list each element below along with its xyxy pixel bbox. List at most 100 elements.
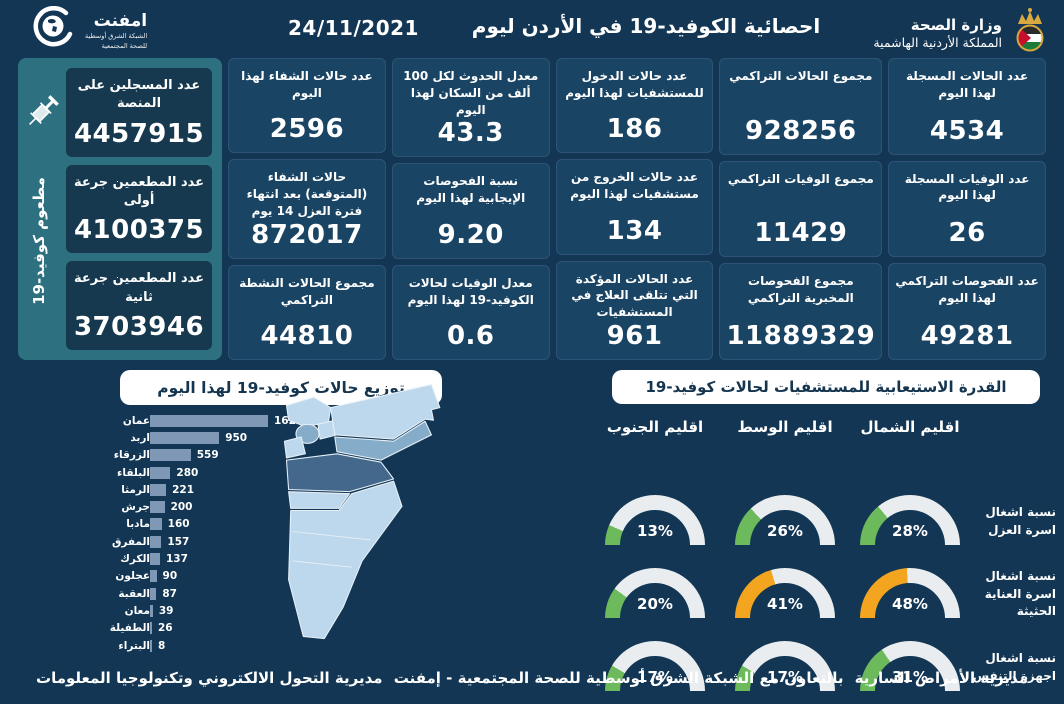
- footer: مديرية الأمراض السارية بالتعاون مع الشبك…: [0, 669, 1064, 687]
- vaccination-card-label: عدد المطعمين جرعة أولى: [73, 174, 205, 208]
- stat-column-4: معدل الحدوث لكل 100 ألف من السكان لهذا ا…: [391, 58, 550, 361]
- gauge-value: 31%: [892, 668, 928, 686]
- bar: [150, 414, 268, 427]
- bar-row: معان 39: [86, 602, 316, 619]
- bar-category-label: اربد: [130, 431, 150, 444]
- stat-card-value: 44810: [260, 321, 354, 352]
- bar-category-label: الزرقاء: [113, 449, 150, 462]
- gauge-row-label: نسبة اشغال اسرة العناية الحثيثة: [984, 569, 1056, 619]
- bar-row: المفرق 157: [86, 533, 316, 550]
- stat-card-label: نسبة الفحوصات الإيجابية لهذا اليوم: [416, 174, 526, 206]
- bar-row: اربد 950: [86, 429, 316, 446]
- stat-card-label: مجموع الفحوصات المخبرية التراكمي: [747, 274, 854, 306]
- page-title: احصائية الكوفيد-19 في الأردن ليوم: [471, 14, 821, 38]
- stat-card: عدد حالات الخروج من مستشفيات لهذا اليوم 1…: [555, 159, 714, 255]
- gauge-column-header: اقليم الوسط: [737, 418, 833, 436]
- gauge: 28%: [860, 495, 960, 548]
- bar-row: الكرك 137: [86, 550, 316, 567]
- gauge-cell: 26%: [718, 485, 852, 558]
- stat-card: حالات الشفاء (المتوقعة) بعد انتهاء فترة …: [228, 159, 386, 259]
- bar-value-label: 26: [158, 622, 173, 635]
- vaccination-card: عدد المسجلين على المنصة 4457915: [66, 68, 212, 157]
- footer-right: مديرية الأمراض السارية: [854, 669, 1028, 687]
- stat-column-1: عدد الحالات المسجلة لهذا اليوم 4534 عدد ال…: [888, 58, 1046, 361]
- bar-value-label: 90: [162, 570, 178, 583]
- bar-value-label: 221: [172, 483, 195, 496]
- bar-value-label: 280: [176, 466, 199, 479]
- emphnet-text: امفنت الشبكة الشرق أوسطية للصحة المجتمعي…: [85, 12, 147, 51]
- stat-column-2: مجموع الحالات التراكمي 928256 مجموع الوفيا…: [719, 58, 883, 361]
- bar: [150, 604, 153, 617]
- stat-card: عدد حالات الشفاء لهذا اليوم 2596: [228, 58, 386, 154]
- header: امفنت الشبكة الشرق أوسطية للصحة المجتمعي…: [0, 0, 1064, 58]
- ministry-name: وزارة الصحة: [910, 15, 1002, 34]
- stat-card-value: 4534: [929, 115, 1005, 146]
- stat-card: مجموع الحالات النشطة التراكمي 44810: [228, 264, 386, 361]
- bar: [150, 483, 167, 496]
- bar-chart: عمان1620اربد950الزرقاء559البلقاء280الرمث…: [86, 412, 316, 654]
- gauge: 48%: [860, 568, 960, 621]
- bar: [150, 570, 157, 583]
- gauge-cell: 31%: [852, 631, 968, 704]
- bar: [150, 431, 220, 444]
- stat-card: معدل الحدوث لكل 100 ألف من السكان لهذا ا…: [391, 58, 550, 158]
- gauge-value: 13%: [637, 522, 673, 540]
- bar-value-label: 950: [225, 431, 248, 444]
- stat-card-value: 134: [606, 215, 663, 246]
- emphnet-subtitle-1: الشبكة الشرق أوسطية: [85, 31, 148, 40]
- gauge-cell: 41%: [718, 558, 852, 631]
- gauge-column-header: اقليم الشمال: [860, 418, 960, 436]
- bar-value-label: 137: [165, 553, 188, 566]
- stat-card-label: مجموع الحالات النشطة التراكمي: [239, 275, 375, 307]
- vaccination-panel: مطعوم كوفيد-19 عدد المسجلين على المنصة 44…: [18, 58, 222, 360]
- vaccination-vertical-label: مطعوم كوفيد-19: [30, 177, 48, 305]
- stat-card-value: 26: [948, 218, 986, 249]
- gauge-value: 17%: [637, 668, 673, 686]
- vaccination-card: عدد المطعمين جرعة أولى 4100375: [66, 164, 212, 254]
- gauge: 20%: [605, 568, 705, 621]
- bar: [150, 535, 162, 548]
- stat-card-label: عدد الوفيات المسجلة لهذا اليوم: [904, 171, 1030, 203]
- bar-row: الزرقاء 559: [86, 447, 316, 464]
- stat-card: عدد الحالات المؤكدة التي تتلقى العلاج في…: [555, 260, 714, 361]
- bar-category-label: معان: [124, 604, 150, 617]
- stat-card-value: 9.20: [437, 219, 504, 250]
- bar-category-label: مادبا: [126, 518, 150, 531]
- vaccination-card-value: 4457915: [73, 118, 205, 149]
- bar-value-label: 87: [162, 587, 177, 600]
- bar: [150, 449, 191, 462]
- jordan-crest-icon: [1010, 7, 1050, 59]
- stat-card-value: 43.3: [437, 118, 504, 149]
- bottom-section: توزيع حالات كوفيد-19 لهذا اليوم عمان1620…: [0, 366, 1064, 694]
- gauge-value: 20%: [637, 595, 673, 613]
- stat-card-value: 11429: [754, 218, 848, 249]
- stat-card-label: عدد الفحوصات التراكمي لهذا اليوم: [895, 274, 1039, 306]
- gauge-value: 41%: [767, 595, 803, 613]
- footer-center: بالتعاون مع الشبكة الشرق أوسطية للصحة ال…: [393, 669, 844, 687]
- bar-category-label: الكرك: [120, 553, 150, 566]
- bar-row: عجلون 90: [86, 568, 316, 585]
- ministry-text: وزارة الصحة المملكة الأردنية الهاشمية: [873, 16, 1002, 50]
- bar-value-label: 200: [170, 501, 193, 514]
- stat-columns: عدد الحالات المسجلة لهذا اليوم 4534 عدد ال…: [228, 58, 1046, 361]
- gauge-row-label: نسبة اشغال اجهزة التنفس: [972, 651, 1056, 683]
- stat-card: مجموع الفحوصات المخبرية التراكمي 11889329: [719, 263, 883, 361]
- stat-card-label: عدد حالات الخروج من مستشفيات لهذا اليوم: [570, 170, 699, 202]
- bar-row: العقبة 87: [86, 585, 316, 602]
- stat-card-value: 2596: [269, 114, 345, 145]
- bar-row: البلقاء 280: [86, 464, 316, 481]
- vaccination-card-label: عدد المطعمين جرعة ثانية: [73, 271, 205, 305]
- stat-card-value: 49281: [920, 321, 1014, 352]
- stat-card: مجموع الوفيات التراكمي 11429: [719, 160, 883, 258]
- bar-row: مادبا 160: [86, 516, 316, 533]
- emphnet-subtitle-2: للصحة المجتمعية: [101, 42, 148, 51]
- stat-column-5: عدد حالات الشفاء لهذا اليوم 2596 حالات الش…: [228, 58, 386, 361]
- gauge: 17%: [735, 641, 835, 694]
- bar-category-label: عمان: [122, 414, 150, 427]
- gauge: 31%: [860, 641, 960, 694]
- ministry-kingdom: المملكة الأردنية الهاشمية: [873, 34, 1002, 50]
- stat-card-label: عدد الحالات المسجلة لهذا اليوم: [906, 69, 1029, 100]
- stat-card: عدد الفحوصات التراكمي لهذا اليوم 49281: [888, 263, 1046, 361]
- stat-card: عدد الحالات المسجلة لهذا اليوم 4534: [888, 58, 1046, 155]
- gauge: 13%: [605, 495, 705, 548]
